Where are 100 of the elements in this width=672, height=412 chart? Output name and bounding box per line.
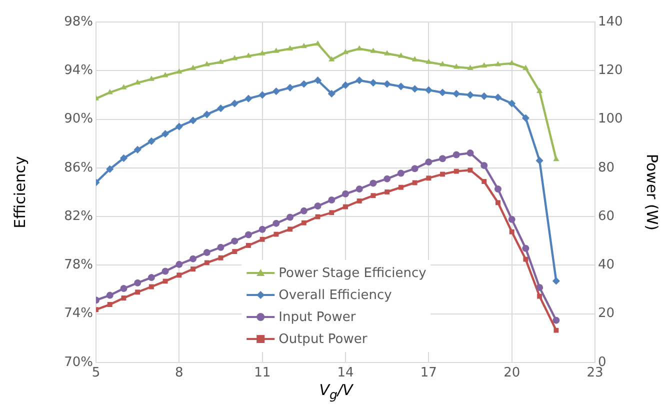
- point: [328, 196, 336, 204]
- point: [175, 122, 183, 130]
- point: [440, 172, 446, 177]
- point: [370, 180, 377, 187]
- point: [369, 78, 378, 87]
- x-tick-label: 11: [254, 366, 271, 381]
- point: [522, 114, 530, 122]
- x-axis-title: V$_{g}$/V: [319, 381, 353, 402]
- legend-label: Overall Efficiency: [278, 288, 392, 302]
- point: [397, 170, 404, 177]
- point: [536, 156, 544, 164]
- y-tick-label: 86%: [64, 160, 93, 176]
- point: [148, 284, 154, 290]
- point: [356, 198, 362, 204]
- point: [480, 92, 488, 100]
- point: [438, 88, 446, 96]
- point: [454, 168, 459, 174]
- y2-tick-label: 60: [598, 208, 615, 224]
- point: [176, 260, 183, 268]
- legend-label: Input Power: [278, 310, 356, 324]
- y-tick-label: 78%: [64, 258, 93, 273]
- point: [466, 91, 474, 99]
- y-axis-title: Efficiency: [10, 156, 29, 228]
- point: [383, 80, 391, 88]
- point: [314, 40, 321, 46]
- point: [397, 82, 405, 90]
- point: [203, 110, 211, 118]
- point: [412, 180, 418, 186]
- point: [107, 302, 112, 308]
- point: [452, 151, 460, 158]
- point: [425, 158, 432, 166]
- y-tick-label: 82%: [64, 208, 93, 224]
- y-tick-label: 94%: [64, 63, 93, 78]
- point: [494, 94, 502, 102]
- point: [121, 295, 126, 300]
- point: [300, 207, 308, 214]
- point: [329, 210, 334, 216]
- point: [467, 64, 474, 70]
- point: [300, 42, 307, 48]
- point: [190, 255, 197, 262]
- point: [244, 231, 252, 238]
- point: [231, 238, 238, 245]
- point: [426, 176, 432, 181]
- point: [286, 84, 294, 92]
- point: [286, 214, 294, 221]
- x-tick-label: 5: [92, 366, 100, 381]
- point: [272, 220, 280, 227]
- point: [218, 58, 224, 64]
- point: [424, 86, 432, 94]
- point: [204, 61, 210, 66]
- point: [554, 328, 559, 333]
- x-tick-label: 17: [420, 366, 437, 381]
- point: [134, 146, 142, 154]
- point: [453, 63, 460, 69]
- point: [148, 274, 155, 282]
- point: [426, 58, 432, 64]
- point: [148, 137, 156, 145]
- point: [439, 155, 446, 162]
- point: [190, 266, 196, 272]
- point: [522, 64, 529, 70]
- point: [342, 190, 349, 198]
- point: [216, 104, 225, 112]
- point: [314, 76, 322, 84]
- point: [258, 91, 266, 99]
- point: [536, 284, 544, 292]
- point: [273, 48, 280, 53]
- point: [480, 162, 488, 169]
- y2-tick-label: 20: [598, 306, 615, 322]
- point: [134, 279, 142, 286]
- point: [523, 256, 528, 262]
- point: [343, 204, 348, 210]
- point: [328, 90, 336, 98]
- point: [466, 150, 474, 157]
- point: [384, 50, 390, 56]
- point: [218, 255, 224, 260]
- y2-tick-label: 140: [598, 14, 623, 30]
- point: [246, 242, 251, 248]
- point: [537, 294, 542, 299]
- y-tick-label: 98%: [64, 14, 93, 30]
- point: [260, 236, 265, 242]
- point: [412, 56, 418, 62]
- point: [384, 189, 390, 194]
- point: [245, 52, 252, 58]
- point: [315, 214, 320, 220]
- point: [509, 229, 514, 234]
- y-tick-label: 74%: [64, 306, 93, 322]
- x-tick-label: 20: [504, 366, 520, 381]
- point: [552, 316, 560, 324]
- point: [106, 165, 114, 173]
- point: [232, 249, 238, 254]
- point: [370, 193, 376, 198]
- point: [468, 168, 473, 173]
- point: [384, 175, 391, 182]
- point: [482, 179, 487, 184]
- point: [176, 272, 182, 278]
- point: [314, 202, 322, 210]
- point: [204, 260, 210, 266]
- point: [522, 244, 530, 252]
- point: [481, 62, 488, 68]
- y2-tick-label: 120: [598, 63, 623, 78]
